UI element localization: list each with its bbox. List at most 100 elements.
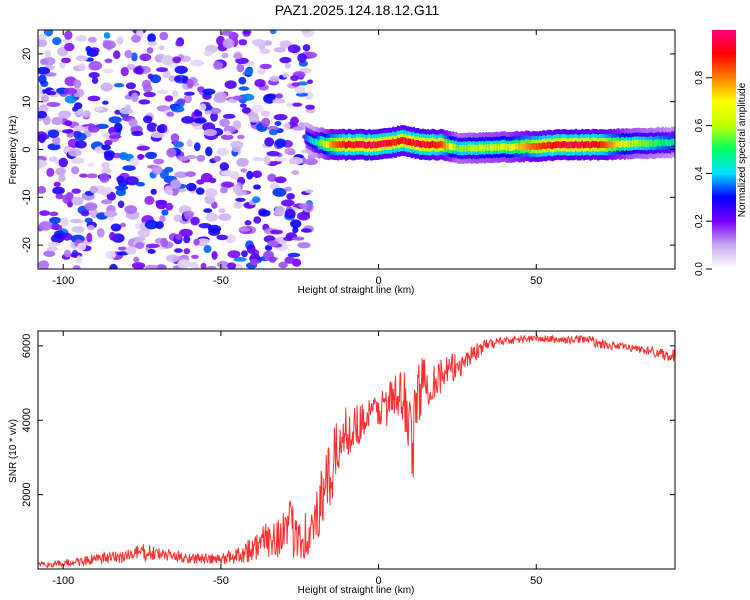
spectrogram-cell [40,94,50,103]
spectrogram-cell [485,143,488,151]
spectrogram-cell [242,30,252,35]
spectrogram-cell [638,139,641,147]
spectrogram-cell [138,99,151,105]
spectrogram-cell [650,139,653,147]
spectrogram-cell [275,138,287,148]
spectrogram-cell [236,62,245,73]
spectrogram-cell [296,211,311,221]
spectrogram-cell [269,75,280,82]
spectrogram-cell [38,159,44,169]
spectrogram-cell [203,245,212,253]
spectrogram-cell [430,141,433,149]
spectrogram-cell [267,173,277,182]
spectrogram-cell [131,92,139,103]
spectrogram-cell [232,184,241,194]
spectrogram-cell [160,237,168,248]
spectrogram-cell [488,144,491,151]
spectrogram-cell [597,141,600,149]
snr-y-tick-label: 4000 [21,408,33,432]
spectrogram-cell [559,141,562,149]
spectrogram-x-tick-label: -100 [52,275,74,287]
spectrogram-cell [210,107,222,115]
spectrogram-cell [542,142,545,149]
spectrogram-cell [144,219,159,230]
spectrogram-cell [578,141,581,149]
spectrogram-cell [343,140,346,148]
spectrogram-cell [216,260,230,269]
spectrogram-cell [519,143,522,151]
spectrogram-cell [273,47,286,53]
spectrogram-cell [177,155,189,162]
spectrogram-cell [571,141,574,149]
spectrogram-x-tick-label: 50 [530,275,542,287]
spectrogram-x-axis-label: Height of straight line (km) [298,285,415,296]
spectrogram-cell [145,151,158,160]
spectrogram-cell [560,141,563,149]
spectrogram-cell [646,140,649,148]
spectrogram-cell [252,196,261,203]
spectrogram-cell [195,187,205,195]
spectrogram-cell [415,140,418,147]
spectrogram-cell [319,139,322,147]
spectrogram-cell [472,144,475,152]
spectrogram-cell [425,141,428,149]
spectrogram-cell [38,67,50,75]
spectrogram-cell [390,139,393,147]
spectrogram-cell [611,141,614,149]
spectrogram-cell [304,158,318,166]
spectrogram-cell [325,141,328,148]
spectrogram-cell [158,45,165,51]
spectrogram-cell [304,189,314,194]
spectrogram-cell [291,82,301,87]
spectrogram-cell [49,216,62,224]
spectrogram-cell [106,191,117,201]
spectrogram-cell [149,74,162,84]
spectrogram-cell [426,141,429,148]
spectrogram-cell [109,134,122,139]
spectrogram-cell [516,143,519,150]
spectrogram-cell [292,227,299,234]
spectrogram-cell [568,141,571,149]
spectrogram-cell [307,135,310,142]
spectrogram-cell [125,246,137,255]
spectrogram-cell [87,162,95,167]
spectrogram-cell [79,173,89,178]
spectrogram-cell [543,142,546,149]
spectrogram-cell [235,197,246,202]
spectrogram-cell [669,139,672,147]
spectrogram-y-tick-label: 20 [21,48,33,60]
spectrogram-cell [58,174,66,183]
spectrogram-cell [305,133,308,141]
spectrogram-cell [366,141,369,149]
spectrogram-cell [46,246,59,252]
spectrogram-cell [96,228,105,238]
spectrogram-cell [252,157,265,162]
spectrogram-cell [586,141,589,148]
spectrogram-cell [194,110,203,117]
spectrogram-cell [297,242,311,249]
spectrogram-cell [219,118,230,127]
spectrogram-cell [75,35,87,42]
spectrogram-cell [86,232,93,243]
spectrogram-cell [340,141,343,149]
spectrogram-cell [540,143,543,150]
spectrogram-cell [658,139,661,147]
spectrogram-y-tick-label: -20 [21,237,33,253]
spectrogram-cell [43,250,56,257]
spectrogram-cell [423,141,426,148]
spectrogram-cell [99,173,110,183]
spectrogram-cell [582,141,585,149]
spectrogram-cell [146,122,158,132]
spectrogram-cell [136,145,150,151]
spectrogram-cell [512,143,515,151]
spectrogram-cell [433,141,436,148]
spectrogram-cell [527,142,530,150]
spectrogram-cell [131,34,141,43]
snr-x-axis-label: Height of straight line (km) [298,585,415,596]
spectrogram-cell [161,55,175,66]
spectrogram-cell [86,173,98,179]
spectrogram-cell [327,141,330,149]
spectrogram-cell [39,221,53,231]
spectrogram-cell [185,171,197,178]
